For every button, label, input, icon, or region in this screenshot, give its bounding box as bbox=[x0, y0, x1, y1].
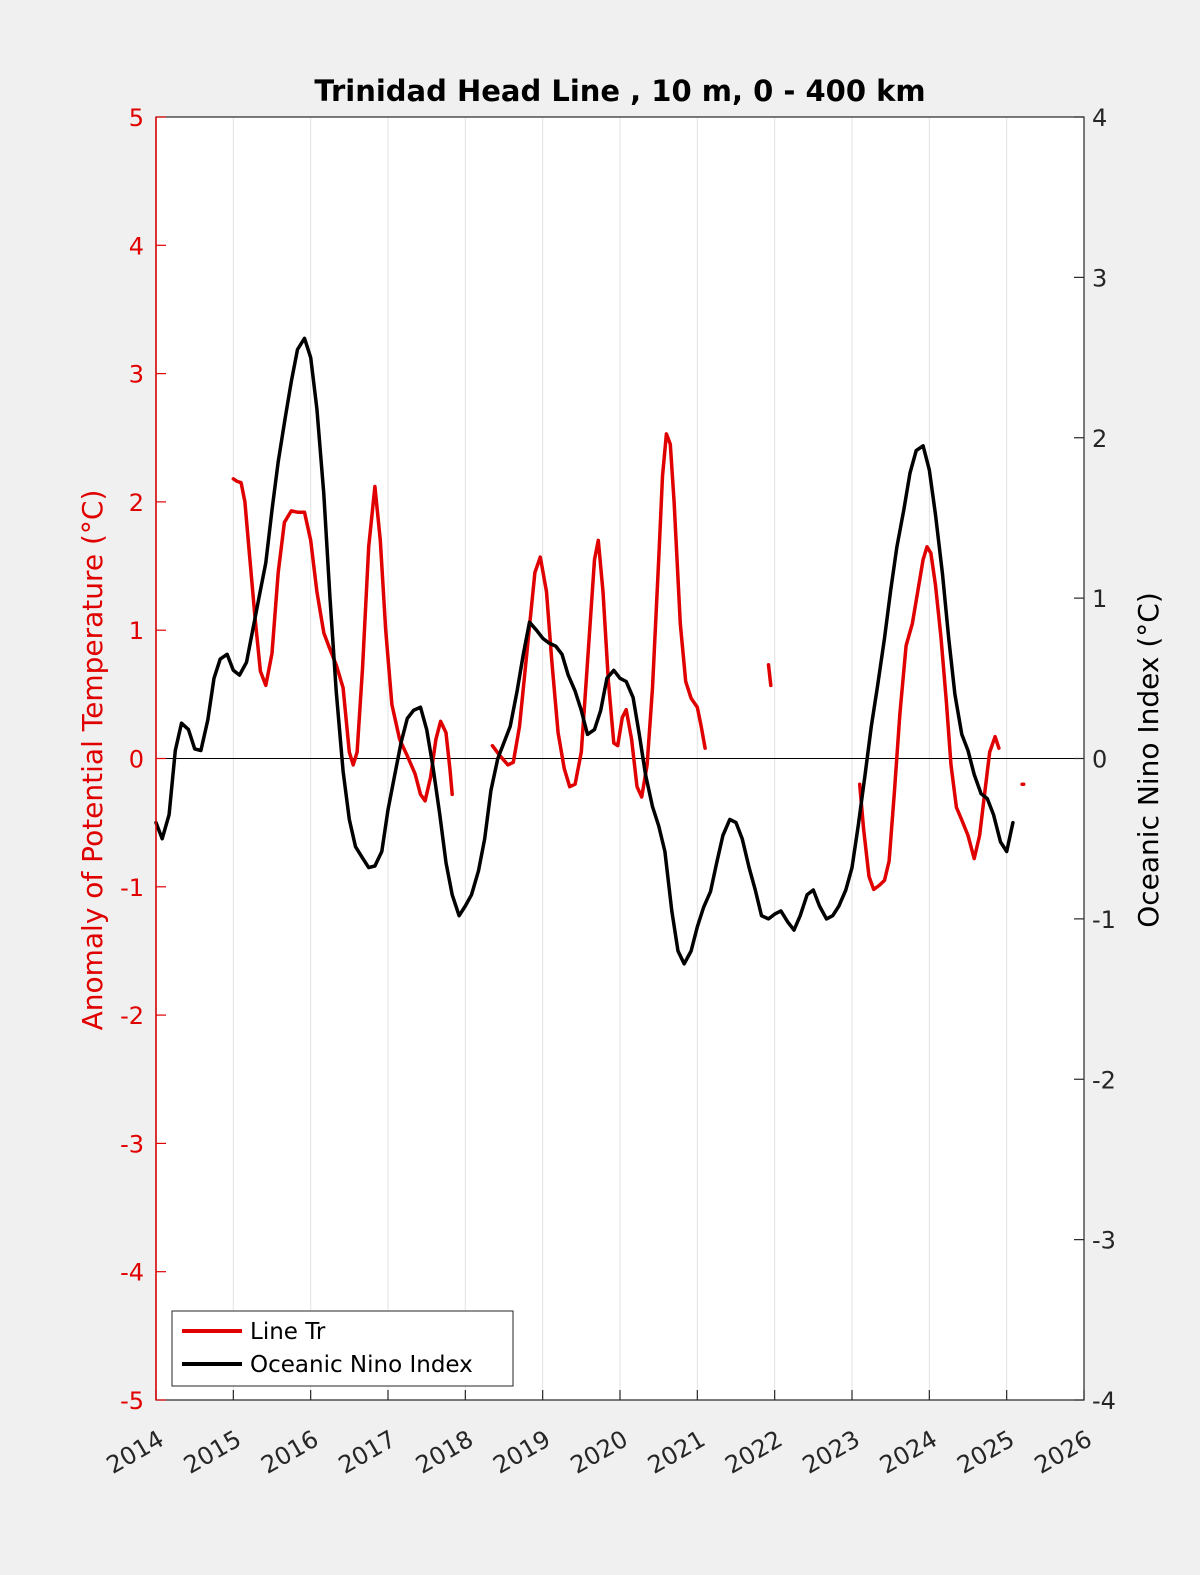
y-right-tick-label-0: 0 bbox=[1092, 746, 1107, 774]
y-right-tick-label--1: -1 bbox=[1092, 906, 1116, 934]
oni-series-line bbox=[154, 336, 1015, 966]
y-left-tick-label-3: 3 bbox=[129, 361, 144, 389]
y-axis-right-title: Oceanic Nino Index (°C) bbox=[1132, 592, 1165, 928]
y-right-tick-label--4: -4 bbox=[1092, 1387, 1116, 1415]
y-left-tick-label--5: -5 bbox=[120, 1387, 144, 1415]
y-left-tick-label--2: -2 bbox=[120, 1002, 144, 1030]
y-left-tick-label--1: -1 bbox=[120, 874, 144, 902]
y-right-tick-label--3: -3 bbox=[1092, 1227, 1116, 1255]
y-axis-left-title: Anomaly of Potential Temperature (°C) bbox=[76, 490, 109, 1031]
legend-box bbox=[171, 1310, 514, 1387]
legend: Line Tr Oceanic Nino Index bbox=[171, 1310, 514, 1387]
chart-title: Trinidad Head Line , 10 m, 0 - 400 km bbox=[314, 74, 925, 108]
y-right-tick-label-4: 4 bbox=[1092, 104, 1107, 132]
y-right-tick-label-1: 1 bbox=[1092, 585, 1107, 613]
legend-label-oni: Oceanic Nino Index bbox=[250, 1352, 473, 1378]
line-tr-segment-0 bbox=[231, 477, 454, 803]
legend-label-line-tr: Line Tr bbox=[250, 1319, 326, 1345]
y-left-tick-label--3: -3 bbox=[120, 1130, 144, 1158]
y-left-tick-label-5: 5 bbox=[129, 104, 144, 132]
y-left-tick-label-0: 0 bbox=[129, 746, 144, 774]
y-right-tick-label--2: -2 bbox=[1092, 1066, 1116, 1094]
series-layer bbox=[154, 336, 1026, 966]
y-left-tick-label-4: 4 bbox=[129, 232, 144, 260]
line-tr-segment-3 bbox=[857, 545, 1001, 892]
y-left-tick-label-2: 2 bbox=[129, 489, 144, 517]
line-tr-segment-2 bbox=[766, 663, 773, 688]
y-right-tick-label-3: 3 bbox=[1092, 264, 1107, 292]
line-tr-segment-1 bbox=[490, 432, 707, 799]
y-left-tick-label-1: 1 bbox=[129, 617, 144, 645]
y-left-tick-label--4: -4 bbox=[120, 1259, 144, 1287]
y-right-tick-label-2: 2 bbox=[1092, 425, 1107, 453]
